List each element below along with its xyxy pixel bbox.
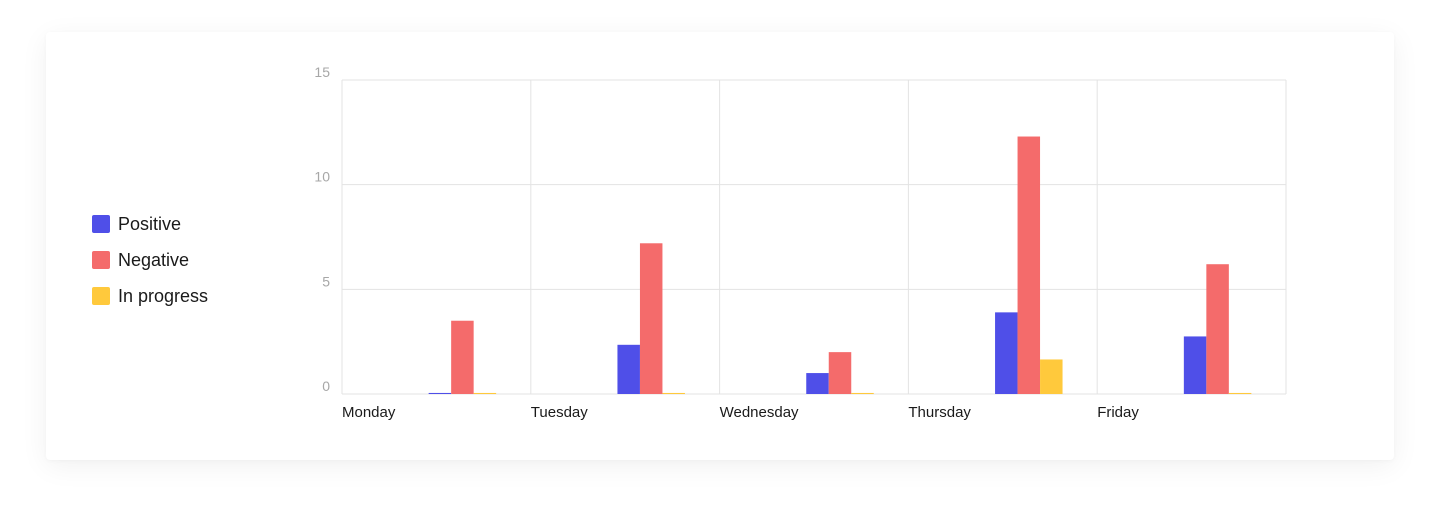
legend-swatch-negative [92,251,110,269]
x-tick-label: Wednesday [720,404,799,421]
bar-positive-tuesday [617,344,640,394]
legend-item-negative[interactable]: Negative [92,242,208,278]
x-tick-label: Friday [1097,404,1139,421]
y-tick-label: 5 [322,273,330,289]
bar-positive-wednesday [806,373,829,394]
bar-negative-tuesday [639,243,663,394]
x-tick-label: Thursday [908,404,971,421]
bar-positive-friday [1183,336,1207,394]
legend-item-positive[interactable]: Positive [92,206,208,242]
y-tick-label: 15 [314,64,330,80]
bar-negative-thursday [1017,136,1041,394]
legend-swatch-positive [92,215,110,233]
x-tick-label: Tuesday [531,404,588,421]
bar-negative-wednesday [828,352,852,394]
bar-negative-monday [451,320,474,394]
x-tick-label: Monday [342,404,396,421]
bar-positive-monday [428,392,452,394]
bar-in-progress-wednesday [851,392,874,394]
y-tick-label: 0 [322,378,330,394]
bar-in-progress-friday [1228,392,1252,394]
bar-negative-friday [1206,264,1229,394]
bar-in-progress-monday [473,392,497,394]
y-tick-label: 10 [314,169,330,185]
legend-item-in-progress[interactable]: In progress [92,278,208,314]
legend: Positive Negative In progress [92,206,208,314]
legend-swatch-in-progress [92,287,110,305]
legend-label-negative: Negative [118,249,190,270]
bar-in-progress-tuesday [662,392,685,394]
bar-positive-thursday [995,312,1018,394]
legend-label-in-progress: In progress [118,285,209,306]
bar-in-progress-thursday [1040,359,1063,394]
legend-label-positive: Positive [118,213,182,234]
